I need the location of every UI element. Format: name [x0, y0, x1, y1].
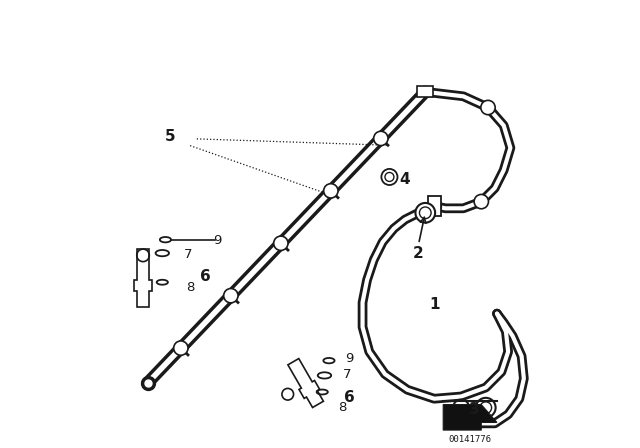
Circle shape — [324, 184, 338, 198]
Circle shape — [173, 341, 188, 355]
Text: 8: 8 — [186, 281, 195, 294]
Text: 9: 9 — [212, 234, 221, 247]
Polygon shape — [443, 405, 497, 430]
Text: 6: 6 — [200, 269, 211, 284]
Text: 00141776: 00141776 — [449, 435, 492, 444]
Circle shape — [481, 100, 495, 115]
Text: 8: 8 — [338, 401, 347, 414]
Circle shape — [476, 398, 495, 418]
Text: 5: 5 — [164, 129, 175, 144]
Text: 1: 1 — [429, 297, 440, 312]
Polygon shape — [428, 196, 441, 216]
Circle shape — [453, 400, 469, 416]
Circle shape — [374, 131, 388, 146]
Circle shape — [274, 236, 288, 250]
Text: 9: 9 — [345, 352, 353, 365]
Text: 7: 7 — [184, 248, 192, 261]
Circle shape — [381, 169, 397, 185]
Text: 3: 3 — [469, 402, 480, 418]
Text: 6: 6 — [344, 390, 355, 405]
Text: 2: 2 — [413, 246, 424, 261]
Text: 7: 7 — [342, 367, 351, 381]
Polygon shape — [417, 86, 433, 97]
Circle shape — [223, 289, 238, 303]
Circle shape — [415, 203, 435, 223]
Circle shape — [474, 194, 488, 209]
Text: 4: 4 — [400, 172, 410, 187]
